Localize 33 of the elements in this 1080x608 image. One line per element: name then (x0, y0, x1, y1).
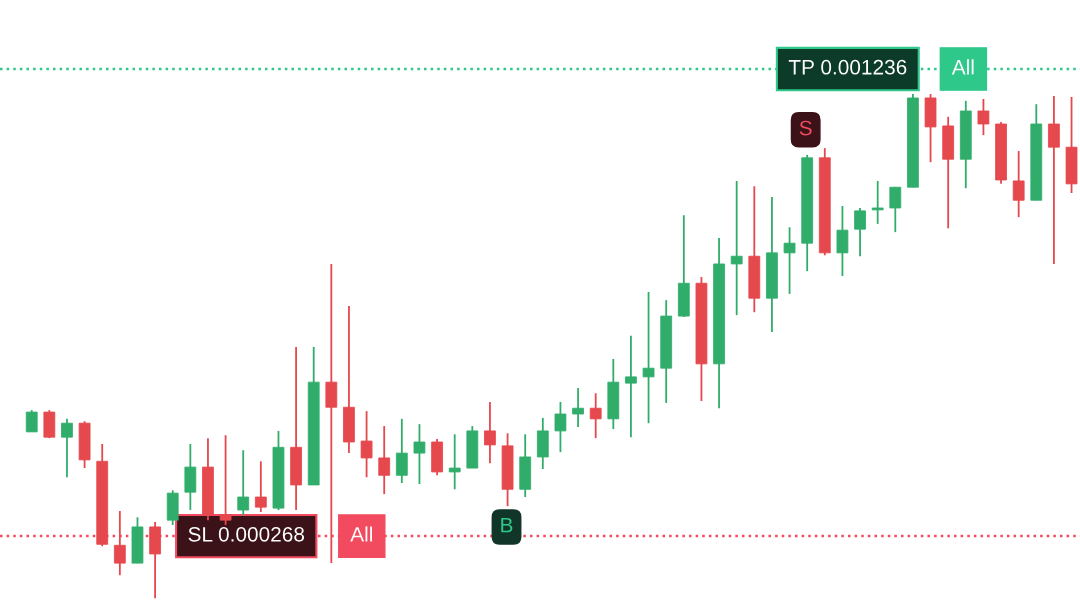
candlestick (1012, 150, 1025, 219)
candlestick (554, 401, 567, 454)
candlestick (730, 180, 743, 317)
annotation: All (951, 59, 974, 75)
candlestick (113, 510, 126, 577)
annotation: S (799, 120, 812, 136)
candlestick (783, 226, 796, 295)
candlestick (360, 410, 373, 479)
candlestick (625, 334, 637, 439)
candlestick (854, 207, 866, 258)
candlestick (395, 417, 408, 484)
candlestick (61, 417, 73, 479)
candlestick (642, 291, 655, 425)
candlestick (325, 263, 338, 565)
candlestick (378, 425, 391, 496)
ref-line-label: TP 0.001236 (788, 59, 907, 75)
candlestick (448, 433, 461, 491)
candlestick (25, 409, 38, 433)
ref-line-label: SL 0.000268 (188, 526, 305, 542)
candlestick (836, 205, 849, 277)
candlestick (484, 401, 496, 465)
candlestick (572, 387, 584, 428)
candlestick (977, 98, 990, 137)
annotation: B (501, 517, 513, 533)
candlestick (237, 449, 250, 516)
candlestick (219, 434, 232, 526)
annotation: All (350, 526, 372, 542)
candlestick (413, 423, 426, 485)
candlestick (889, 186, 902, 234)
candlestick (1048, 95, 1060, 265)
candlestick (589, 392, 602, 440)
candlestick (871, 180, 884, 225)
candlestick (254, 460, 267, 513)
